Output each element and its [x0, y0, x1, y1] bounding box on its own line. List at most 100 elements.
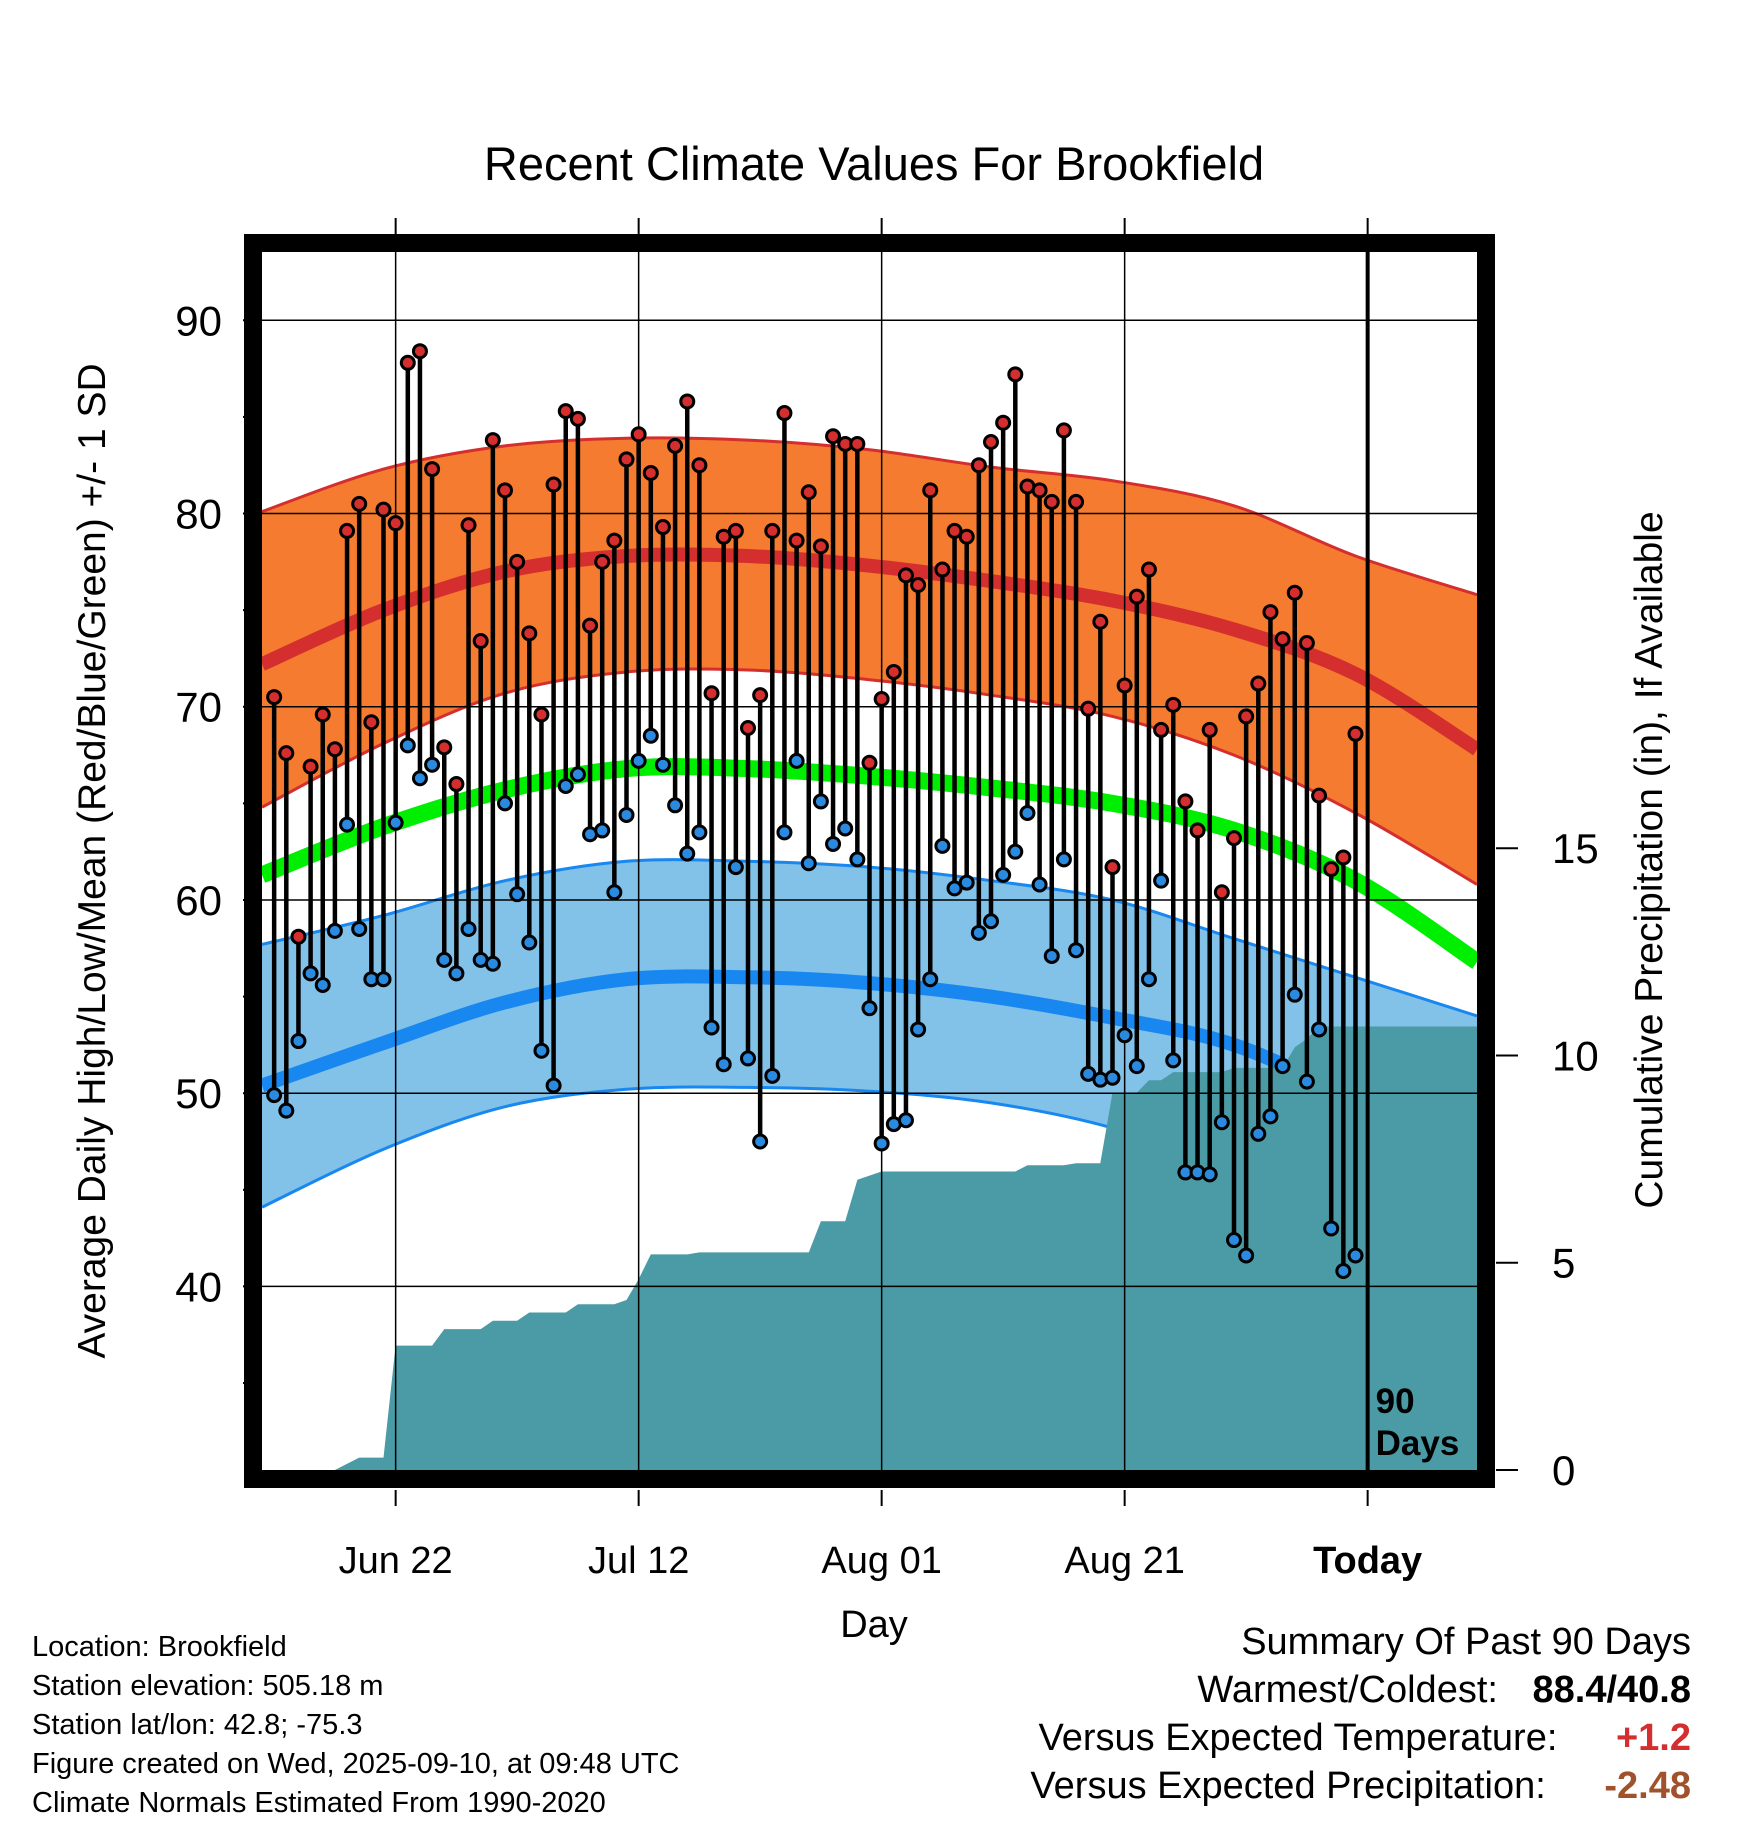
daily-low-point — [387, 814, 404, 831]
y2-axis-label: Cumulative Precipitation (in), If Availa… — [1628, 511, 1671, 1208]
cumulative-precip-area — [262, 1026, 1477, 1470]
x-tick-label-aug-21: Aug 21 — [1064, 1540, 1184, 1582]
daily-high-point — [1068, 493, 1085, 510]
y-tick-label-40: 40 — [175, 1263, 222, 1310]
x-tick-label-aug-01: Aug 01 — [821, 1540, 941, 1582]
daily-high-point — [934, 561, 951, 578]
location-text: Location: Brookfield — [32, 1631, 287, 1663]
daily-high-point — [339, 522, 356, 539]
daily-high-point — [1165, 696, 1182, 713]
daily-high-point — [1189, 822, 1206, 839]
daily-low-point — [958, 874, 975, 891]
chart-title: Recent Climate Values For Brookfield — [484, 137, 1264, 190]
daily-low-point — [1226, 1232, 1242, 1249]
daily-high-point — [849, 435, 866, 452]
daily-low-point — [1311, 1021, 1328, 1038]
daily-low-point — [1286, 986, 1303, 1003]
daily-low-point — [351, 920, 368, 937]
daily-low-point — [606, 884, 623, 901]
daily-high-point — [873, 691, 890, 708]
daily-low-point — [302, 965, 319, 982]
daily-low-point — [667, 797, 684, 814]
daily-low-point — [849, 851, 866, 868]
temp-anomaly-row: Versus Expected Temperature: +1.2 — [1030, 1714, 1691, 1762]
precip-anomaly-value: -2.48 — [1604, 1765, 1691, 1807]
daily-high-point — [983, 434, 999, 451]
daily-low-point — [1031, 876, 1048, 893]
daily-low-point — [812, 793, 829, 810]
daily-high-point — [861, 754, 878, 771]
daily-high-point — [630, 426, 647, 443]
daily-low-point — [1019, 805, 1036, 822]
daily-high-point — [1104, 859, 1121, 876]
daily-low-point — [326, 922, 343, 939]
daily-high-point — [582, 617, 599, 634]
daily-high-point — [351, 495, 368, 512]
daily-high-point — [290, 928, 307, 945]
y2-tick-label-10: 10 — [1552, 1032, 1599, 1079]
daily-low-point — [630, 752, 647, 769]
daily-high-point — [958, 528, 975, 545]
daily-low-point — [266, 1087, 283, 1104]
daily-high-point — [897, 567, 914, 584]
daily-low-point — [521, 934, 538, 951]
daily-high-point — [1007, 366, 1024, 383]
daily-low-point — [1347, 1247, 1364, 1264]
daily-low-point — [715, 1056, 732, 1073]
warmest-coldest-row: Warmest/Coldest: 88.4/40.8 — [1030, 1666, 1691, 1714]
daily-high-point — [740, 720, 756, 737]
daily-low-point — [764, 1067, 781, 1084]
latlon-text: Station lat/lon: 42.8; -75.3 — [32, 1709, 363, 1741]
daily-high-point — [557, 403, 574, 420]
daily-low-point — [1323, 1220, 1340, 1237]
daily-high-point — [399, 354, 416, 371]
daily-low-point — [825, 835, 842, 852]
daily-high-point — [922, 482, 939, 499]
daily-high-point — [387, 515, 404, 532]
daily-low-point — [1140, 971, 1157, 988]
daily-low-point — [1250, 1125, 1267, 1142]
daily-high-point — [715, 528, 732, 545]
daily-low-point — [557, 777, 574, 794]
daily-high-point — [1274, 631, 1291, 648]
daily-low-point — [1116, 1027, 1133, 1044]
daily-low-point — [533, 1042, 550, 1059]
daily-high-point — [1286, 584, 1303, 601]
summary-title: Summary Of Past 90 Days — [1241, 1621, 1691, 1663]
daily-high-point — [314, 706, 331, 723]
daily-low-point — [946, 880, 963, 897]
temp-anomaly-label: Versus Expected Temperature: — [1038, 1717, 1558, 1759]
daily-low-point — [776, 824, 793, 841]
daily-high-point — [1323, 861, 1340, 878]
daily-high-point — [424, 461, 441, 478]
y2-tick-label-15: 15 — [1552, 825, 1599, 872]
y-tick-label-60: 60 — [175, 877, 222, 924]
daily-high-point — [764, 522, 781, 539]
summary-panel: Summary Of Past 90 Days Warmest/Coldest:… — [1030, 1618, 1691, 1810]
daily-high-point — [1055, 422, 1072, 439]
daily-high-point — [375, 501, 392, 518]
today-label-days-count: 90 — [1376, 1382, 1415, 1421]
created-text: Figure created on Wed, 2025-09-10, at 09… — [32, 1748, 680, 1780]
daily-low-point — [995, 866, 1012, 883]
daily-low-point — [1104, 1069, 1121, 1086]
daily-low-point — [752, 1133, 769, 1150]
y-axis-label: Average Daily High/Low/Mean (Red/Blue/Gr… — [71, 363, 114, 1358]
daily-low-point — [788, 752, 805, 769]
daily-low-point — [1213, 1114, 1230, 1131]
daily-high-point — [970, 457, 987, 474]
daily-low-point — [691, 824, 708, 841]
daily-low-point — [411, 770, 428, 787]
daily-low-point — [618, 806, 635, 823]
daily-high-point — [569, 410, 586, 427]
daily-low-point — [1165, 1052, 1182, 1069]
daily-low-point — [922, 971, 939, 988]
daily-low-point — [436, 951, 453, 968]
daily-high-point — [448, 776, 465, 793]
daily-low-point — [1043, 948, 1060, 965]
daily-low-point — [1335, 1262, 1352, 1279]
daily-high-point — [606, 532, 623, 549]
daily-low-point — [703, 1019, 720, 1036]
daily-low-point — [1007, 843, 1024, 860]
